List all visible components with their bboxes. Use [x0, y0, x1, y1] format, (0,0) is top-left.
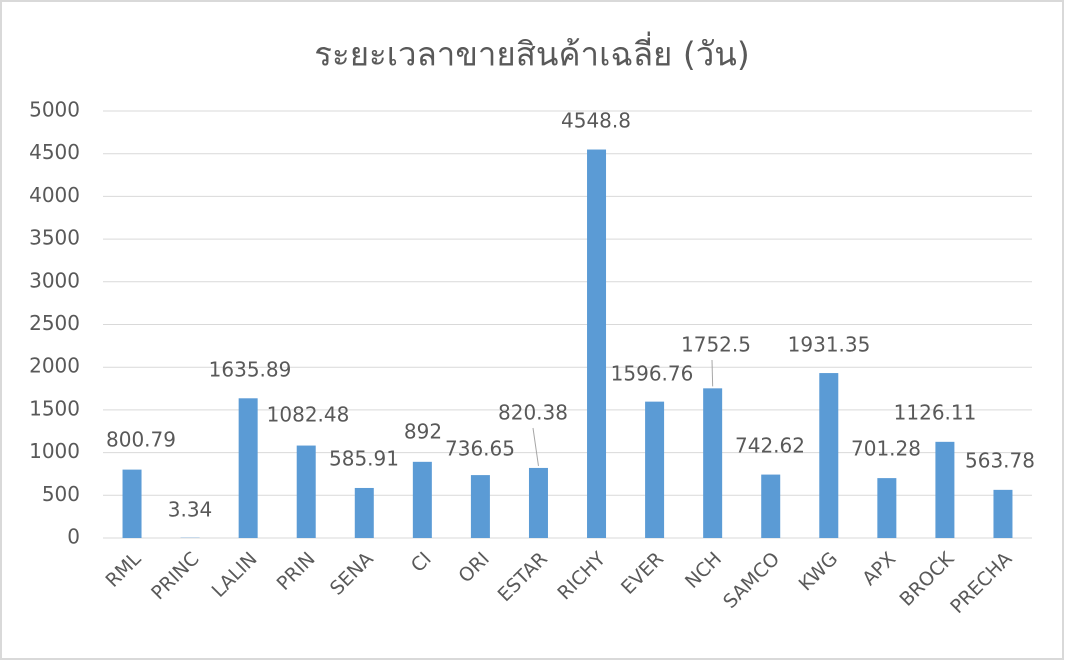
y-tick-label: 2500 [29, 311, 80, 335]
bar [761, 475, 780, 538]
y-tick-label: 5000 [29, 98, 80, 122]
bar [877, 478, 896, 538]
y-tick-label: 3500 [29, 226, 80, 250]
y-tick-label: 500 [42, 482, 80, 506]
value-label: 1126.11 [894, 401, 977, 425]
bar [413, 462, 432, 538]
bar [529, 468, 548, 538]
bar [993, 490, 1012, 538]
bar [297, 446, 316, 538]
value-label: 820.38 [498, 401, 568, 425]
chart-title: ระยะเวลาขายสินค้าเฉลี่ย (วัน) [314, 32, 749, 74]
bar [239, 398, 258, 538]
value-label: 742.62 [735, 434, 805, 458]
y-tick-label: 0 [67, 525, 80, 549]
bar [587, 150, 606, 538]
value-label: 701.28 [851, 437, 921, 461]
bar [935, 442, 954, 538]
y-tick-label: 4500 [29, 140, 80, 164]
value-label: 1596.76 [611, 362, 694, 386]
value-label: 1931.35 [788, 333, 871, 357]
bar [703, 388, 722, 538]
y-tick-label: 1000 [29, 439, 80, 463]
leader-line [712, 360, 713, 386]
y-tick-label: 1500 [29, 396, 80, 420]
bar [355, 488, 374, 538]
bar [645, 402, 664, 538]
bar [123, 470, 142, 538]
value-label: 1635.89 [209, 358, 292, 382]
value-label: 892 [404, 420, 442, 444]
value-label: 585.91 [329, 447, 399, 471]
value-label: 563.78 [965, 449, 1035, 473]
y-tick-label: 4000 [29, 183, 80, 207]
bar [819, 373, 838, 538]
value-label: 736.65 [445, 437, 515, 461]
value-label: 1752.5 [681, 333, 751, 357]
bar [471, 475, 490, 538]
value-label: 3.34 [168, 498, 213, 522]
y-tick-label: 3000 [29, 268, 80, 292]
y-tick-label: 2000 [29, 354, 80, 378]
value-label: 4548.8 [561, 109, 631, 133]
value-label: 1082.48 [267, 403, 350, 427]
value-label: 800.79 [106, 428, 176, 452]
